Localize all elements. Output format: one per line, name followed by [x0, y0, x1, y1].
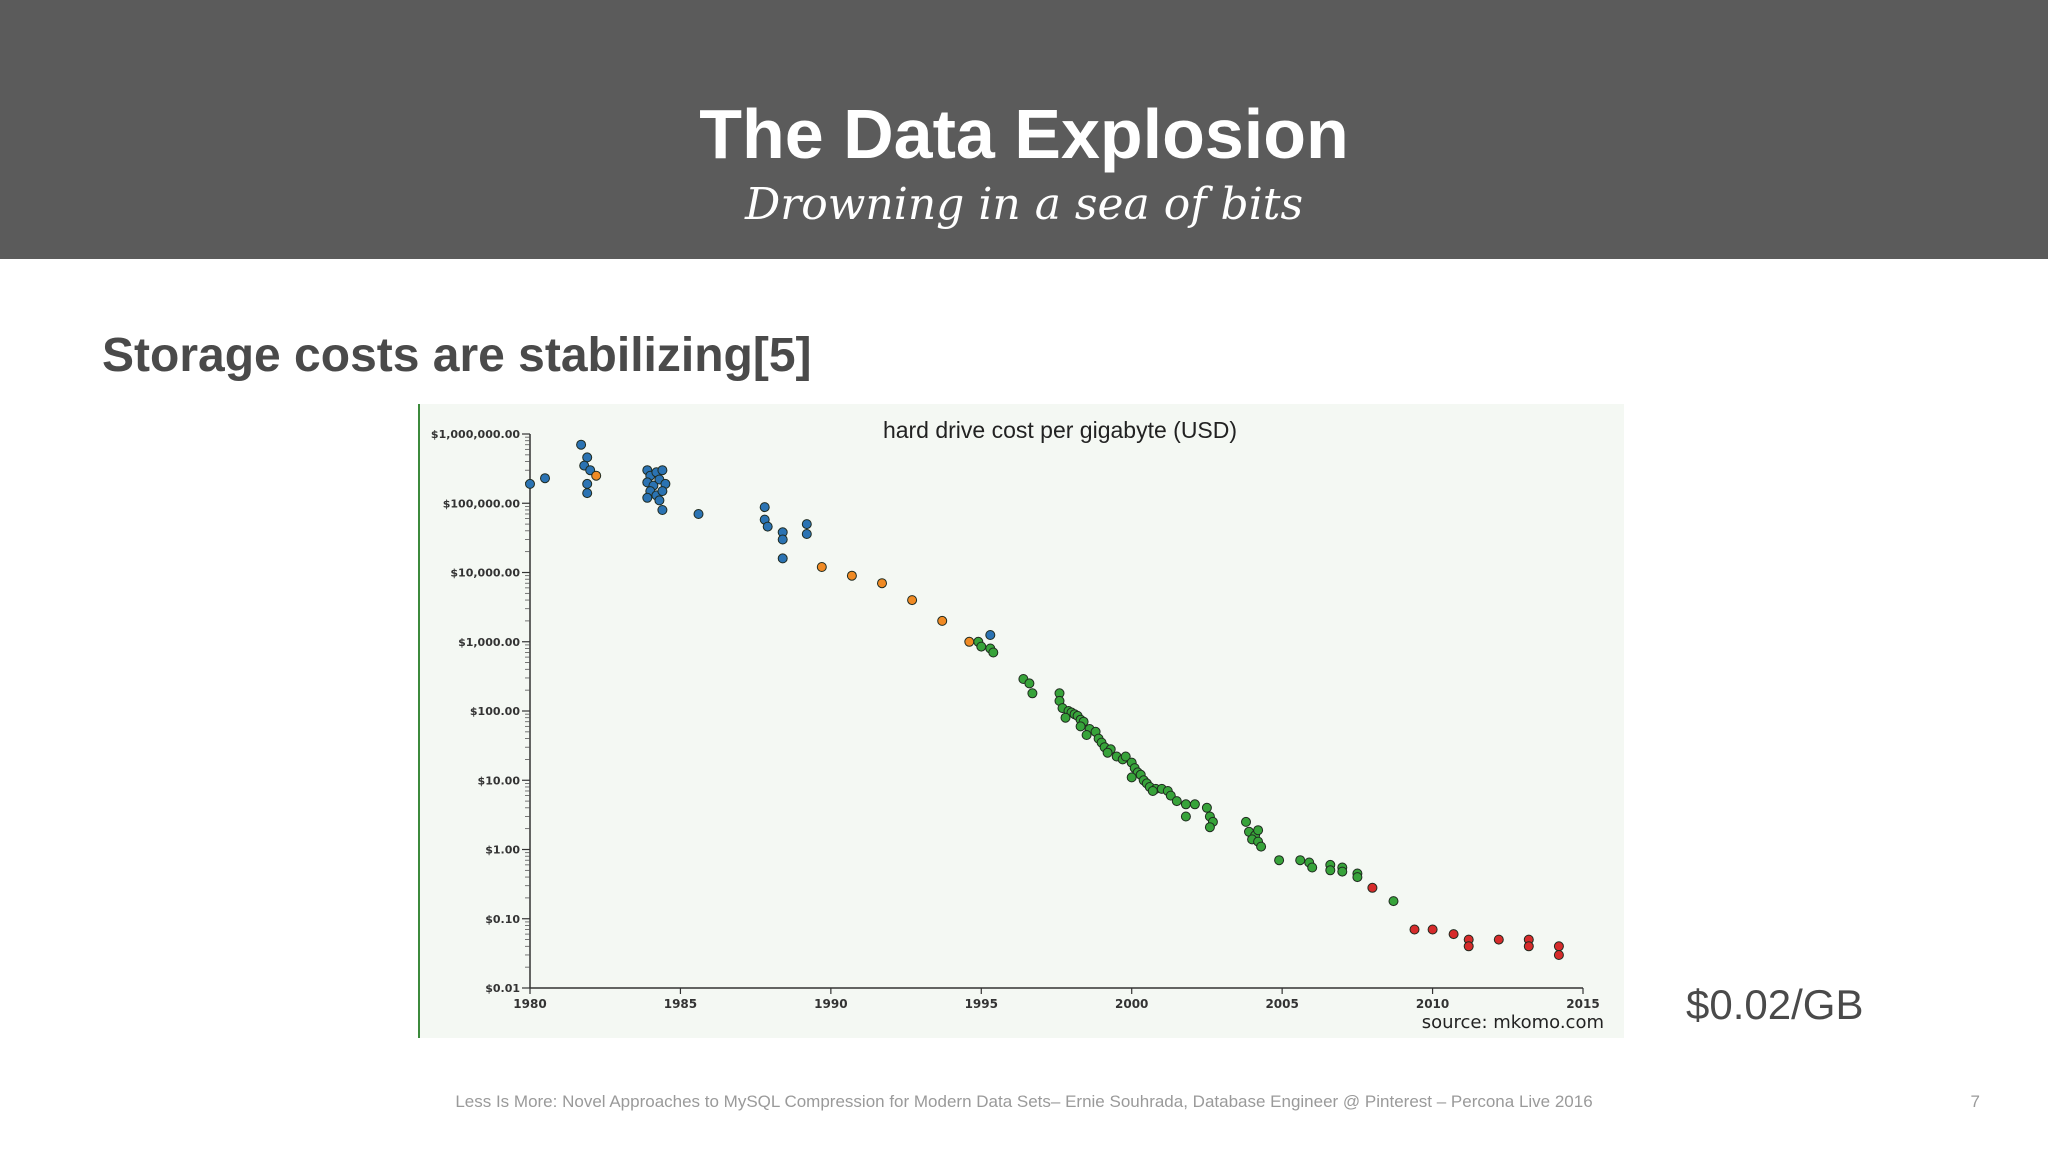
scatter-point: [1325, 865, 1336, 876]
x-tick-label: 1980: [513, 997, 546, 1011]
scatter-point: [1241, 816, 1251, 827]
scatter-point: [1409, 924, 1420, 935]
y-tick-label: $10,000.00: [450, 567, 520, 580]
data-points: [525, 439, 1564, 960]
scatter-point: [1427, 924, 1438, 935]
scatter-point: [759, 502, 770, 513]
y-tick-label: $100,000.00: [443, 497, 521, 510]
scatter-point: [777, 553, 788, 564]
slide-title: The Data Explosion: [699, 95, 1349, 173]
scatter-point: [582, 488, 593, 499]
x-tick-label: 2005: [1265, 997, 1298, 1011]
y-tick-label: $1,000.00: [458, 636, 520, 649]
scatter-point: [1180, 811, 1191, 822]
scatter-point: [1126, 772, 1137, 783]
y-tick-label: $0.10: [485, 913, 520, 926]
scatter-point: [762, 521, 773, 532]
scatter-point: [582, 478, 593, 489]
scatter-point: [964, 636, 975, 647]
scatter-point: [976, 641, 987, 652]
y-tick-label: $10.00: [478, 774, 521, 787]
y-tick-label: $1.00: [485, 844, 520, 857]
cost-chart: hard drive cost per gigabyte (USD) $1,00…: [418, 404, 1624, 1038]
y-tick-label: $0.01: [485, 982, 520, 995]
scatter-point: [1367, 882, 1378, 893]
y-tick-label: $100.00: [470, 705, 520, 718]
scatter-point: [1060, 712, 1071, 723]
slide-footer: Less Is More: Novel Approaches to MySQL …: [455, 1092, 1593, 1111]
scatter-point: [801, 529, 812, 539]
scatter-point: [525, 478, 535, 489]
x-tick-label: 1990: [814, 997, 847, 1011]
scatter-point: [657, 465, 668, 476]
scatter-point: [1102, 747, 1113, 758]
chart-title: hard drive cost per gigabyte (USD): [883, 417, 1237, 443]
scatter-point: [1553, 950, 1564, 960]
chart-svg: hard drive cost per gigabyte (USD) $1,00…: [418, 404, 1604, 1038]
x-tick-label: 2015: [1566, 997, 1599, 1011]
scatter-point: [907, 595, 918, 606]
scatter-point: [1201, 802, 1212, 813]
scatter-point: [1523, 941, 1534, 952]
scatter-point: [937, 615, 948, 626]
scatter-point: [877, 578, 887, 589]
price-per-gb-label: $0.02/GB: [1686, 981, 1864, 1028]
section-heading: Storage costs are stabilizing[5]: [102, 329, 812, 382]
scatter-point: [816, 562, 827, 572]
y-axis-ticks: $1,000,000.00 $100,000.00 $10,000.00 $1,000…: [431, 428, 530, 995]
scatter-point: [642, 492, 653, 503]
scatter-point: [591, 470, 602, 481]
scatter-point: [846, 570, 857, 581]
scatter-point: [988, 647, 999, 658]
scatter-point: [1180, 799, 1191, 810]
scatter-point: [777, 534, 788, 545]
scatter-point: [654, 495, 665, 506]
scatter-point: [1463, 941, 1474, 952]
scatter-point: [576, 439, 587, 450]
x-tick-label: 1985: [664, 997, 697, 1011]
scatter-point: [801, 519, 812, 530]
scatter-point: [1024, 678, 1035, 689]
x-tick-label: 1995: [965, 997, 998, 1011]
scatter-point: [1189, 799, 1200, 810]
scatter-point: [1448, 929, 1459, 940]
scatter-point: [582, 452, 593, 463]
slide-subtitle: Drowning in a sea of bits: [744, 179, 1304, 230]
scatter-point: [1256, 841, 1267, 852]
scatter-point: [1120, 751, 1131, 762]
y-tick-label: $1,000,000.00: [431, 428, 520, 441]
scatter-point: [1204, 822, 1215, 833]
scatter-point: [1307, 862, 1318, 873]
scatter-point: [1274, 855, 1285, 866]
scatter-point: [1295, 855, 1306, 866]
scatter-point: [1388, 896, 1399, 907]
scatter-point: [1075, 721, 1086, 732]
x-tick-label: 2010: [1416, 997, 1449, 1011]
scatter-point: [657, 486, 668, 497]
scatter-point: [540, 473, 550, 484]
scatter-point: [1171, 796, 1182, 807]
x-tick-label: 2000: [1115, 997, 1148, 1011]
scatter-point: [985, 630, 996, 640]
scatter-point: [1147, 786, 1158, 796]
scatter-point: [1337, 866, 1348, 877]
scatter-point: [1553, 941, 1564, 952]
slide-header: The Data Explosion Drowning in a sea of …: [0, 0, 2048, 259]
scatter-point: [1081, 730, 1092, 740]
scatter-point: [693, 509, 704, 519]
page-number: 7: [1970, 1092, 1980, 1111]
scatter-point: [1253, 825, 1264, 836]
scatter-point: [1027, 688, 1038, 699]
chart-source: source: mkomo.com: [1422, 1012, 1604, 1033]
scatter-point: [657, 505, 668, 515]
scatter-point: [1352, 872, 1363, 883]
scatter-point: [1493, 934, 1504, 945]
x-axis-ticks: 1980 1985 1990 1995 2000 2005 2010 2015: [513, 988, 1600, 1011]
